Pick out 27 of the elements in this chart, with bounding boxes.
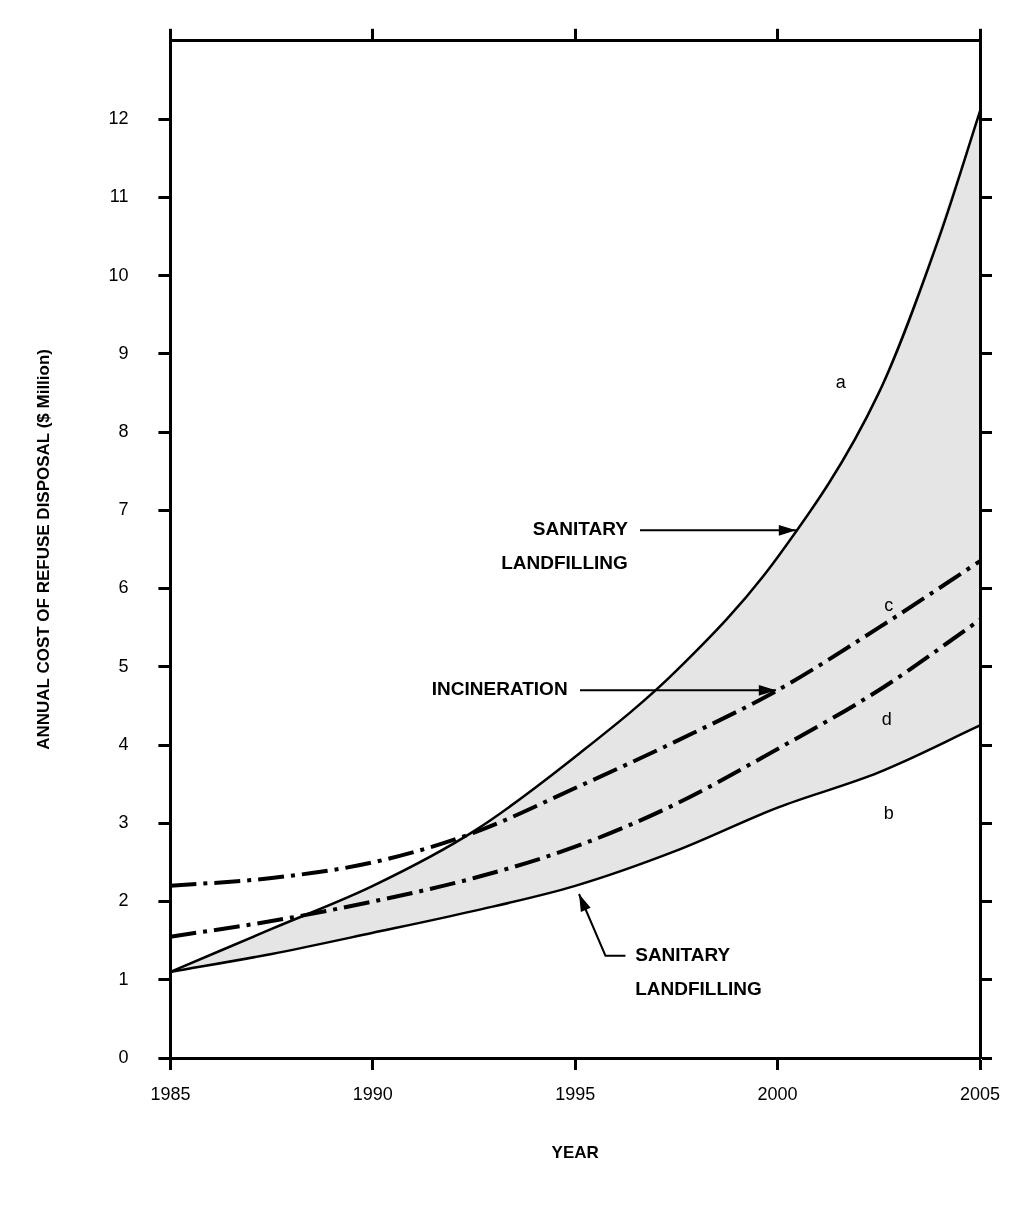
y-axis-title: ANNUAL COST OF REFUSE DISPOSAL ($ Million): [33, 349, 53, 750]
y-tick-label: 0: [118, 1046, 129, 1067]
series-label: b: [883, 803, 894, 824]
x-tick-label: 1995: [555, 1083, 596, 1104]
series-label: c: [884, 594, 894, 615]
y-tick-label: 7: [118, 499, 129, 520]
series-label: a: [835, 371, 847, 392]
y-tick-label: 2: [118, 890, 129, 911]
annotation: SANITARY LANDFILLING: [635, 944, 762, 1000]
y-tick-label: 12: [108, 108, 129, 129]
y-tick-label: 3: [118, 812, 129, 833]
y-tick-label: 5: [118, 655, 129, 676]
annotation: INCINERATION: [431, 678, 568, 700]
x-tick-label: 2005: [959, 1083, 1001, 1104]
series-label: d: [881, 709, 892, 730]
y-tick-label: 4: [118, 733, 129, 754]
y-tick-label: 1: [118, 968, 129, 989]
x-tick-label: 2000: [757, 1083, 798, 1104]
x-tick-label: 1985: [150, 1083, 191, 1104]
y-tick-label: 6: [118, 577, 129, 598]
annotation: SANITARY LANDFILLING: [501, 518, 629, 574]
y-tick-label: 10: [108, 264, 129, 285]
x-tick-label: 1990: [352, 1083, 393, 1104]
y-tick-label: 11: [109, 186, 129, 207]
y-tick-label: 9: [118, 342, 129, 363]
x-axis-title: YEAR: [551, 1143, 599, 1163]
y-tick-label: 8: [118, 421, 129, 441]
